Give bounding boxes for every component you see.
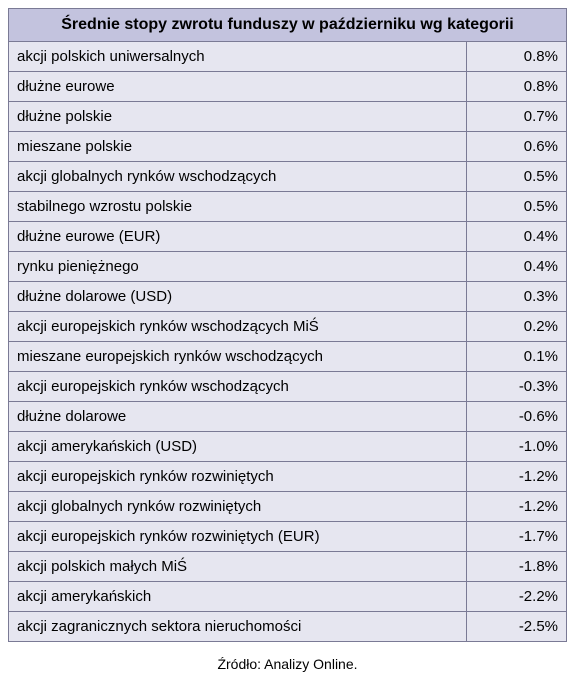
value-cell: -1.2% <box>466 462 566 492</box>
value-cell: 0.8% <box>466 42 566 72</box>
table-row: akcji globalnych rynków rozwiniętych-1.2… <box>9 492 567 522</box>
table-row: dłużne eurowe (EUR)0.4% <box>9 222 567 252</box>
table-row: akcji europejskich rynków wschodzących M… <box>9 312 567 342</box>
category-cell: stabilnego wzrostu polskie <box>9 192 467 222</box>
table-row: akcji zagranicznych sektora nieruchomośc… <box>9 612 567 642</box>
category-cell: mieszane polskie <box>9 132 467 162</box>
source-text: Źródło: Analizy Online. <box>8 656 567 672</box>
table-row: akcji europejskich rynków wschodzących-0… <box>9 372 567 402</box>
value-cell: 0.4% <box>466 222 566 252</box>
table-row: akcji polskich małych MiŚ-1.8% <box>9 552 567 582</box>
category-cell: akcji europejskich rynków wschodzących M… <box>9 312 467 342</box>
value-cell: 0.2% <box>466 312 566 342</box>
value-cell: -1.7% <box>466 522 566 552</box>
category-cell: akcji zagranicznych sektora nieruchomośc… <box>9 612 467 642</box>
table-row: akcji globalnych rynków wschodzących0.5% <box>9 162 567 192</box>
table-row: mieszane europejskich rynków wschodzącyc… <box>9 342 567 372</box>
table-row: akcji europejskich rynków rozwiniętych-1… <box>9 462 567 492</box>
category-cell: akcji europejskich rynków wschodzących <box>9 372 467 402</box>
category-cell: dłużne dolarowe <box>9 402 467 432</box>
table-row: dłużne eurowe0.8% <box>9 72 567 102</box>
table-title: Średnie stopy zwrotu funduszy w paździer… <box>9 9 567 42</box>
category-cell: akcji globalnych rynków wschodzących <box>9 162 467 192</box>
value-cell: 0.3% <box>466 282 566 312</box>
value-cell: -1.8% <box>466 552 566 582</box>
value-cell: -0.6% <box>466 402 566 432</box>
table-row: rynku pieniężnego0.4% <box>9 252 567 282</box>
category-cell: akcji polskich uniwersalnych <box>9 42 467 72</box>
table-row: akcji europejskich rynków rozwiniętych (… <box>9 522 567 552</box>
table-row: dłużne dolarowe (USD)0.3% <box>9 282 567 312</box>
table-row: dłużne dolarowe-0.6% <box>9 402 567 432</box>
category-cell: akcji globalnych rynków rozwiniętych <box>9 492 467 522</box>
value-cell: -0.3% <box>466 372 566 402</box>
category-cell: dłużne polskie <box>9 102 467 132</box>
value-cell: -1.2% <box>466 492 566 522</box>
table-row: mieszane polskie0.6% <box>9 132 567 162</box>
value-cell: 0.4% <box>466 252 566 282</box>
value-cell: 0.5% <box>466 192 566 222</box>
value-cell: -2.2% <box>466 582 566 612</box>
table-row: dłużne polskie0.7% <box>9 102 567 132</box>
table-row: akcji amerykańskich (USD)-1.0% <box>9 432 567 462</box>
category-cell: mieszane europejskich rynków wschodzącyc… <box>9 342 467 372</box>
value-cell: 0.8% <box>466 72 566 102</box>
category-cell: akcji amerykańskich (USD) <box>9 432 467 462</box>
table-body: akcji polskich uniwersalnych0.8%dłużne e… <box>9 42 567 642</box>
value-cell: 0.1% <box>466 342 566 372</box>
table-row: stabilnego wzrostu polskie0.5% <box>9 192 567 222</box>
value-cell: 0.5% <box>466 162 566 192</box>
table-row: akcji polskich uniwersalnych0.8% <box>9 42 567 72</box>
value-cell: 0.6% <box>466 132 566 162</box>
category-cell: akcji amerykańskich <box>9 582 467 612</box>
category-cell: akcji europejskich rynków rozwiniętych <box>9 462 467 492</box>
category-cell: dłużne eurowe <box>9 72 467 102</box>
value-cell: -2.5% <box>466 612 566 642</box>
returns-table: Średnie stopy zwrotu funduszy w paździer… <box>8 8 567 642</box>
category-cell: dłużne dolarowe (USD) <box>9 282 467 312</box>
value-cell: 0.7% <box>466 102 566 132</box>
category-cell: rynku pieniężnego <box>9 252 467 282</box>
category-cell: dłużne eurowe (EUR) <box>9 222 467 252</box>
category-cell: akcji europejskich rynków rozwiniętych (… <box>9 522 467 552</box>
category-cell: akcji polskich małych MiŚ <box>9 552 467 582</box>
table-header-row: Średnie stopy zwrotu funduszy w paździer… <box>9 9 567 42</box>
value-cell: -1.0% <box>466 432 566 462</box>
table-row: akcji amerykańskich-2.2% <box>9 582 567 612</box>
